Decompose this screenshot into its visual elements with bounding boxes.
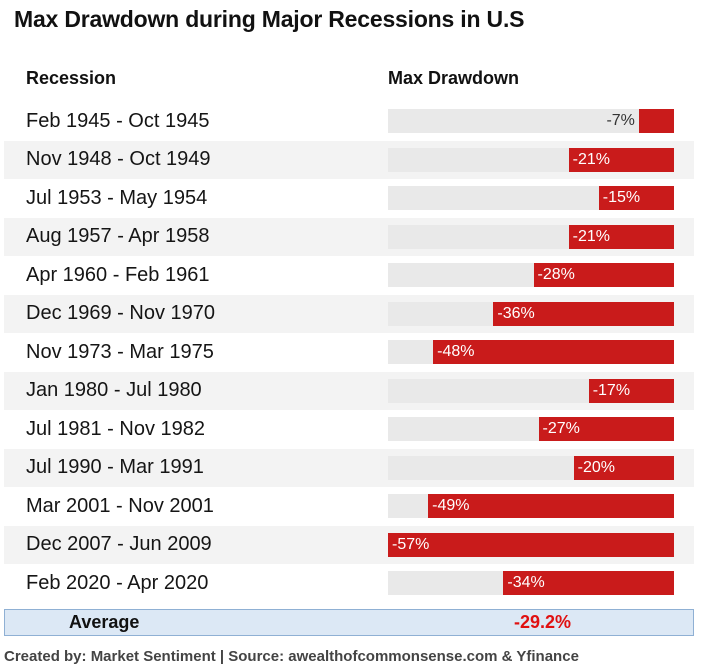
table-row: Jul 1990 - Mar 1991 -20% [4,448,694,487]
drawdown-bar [503,571,674,595]
drawdown-value-label: -15% [602,189,641,206]
recession-period-label: Feb 2020 - Apr 2020 [26,571,209,594]
recession-period-label: Jul 1981 - Nov 1982 [26,417,206,440]
recession-column-header: Recession [26,68,117,88]
drawdown-value-label: -28% [537,266,575,283]
drawdown-bar [493,301,674,326]
bar-track: -57% [388,532,674,557]
drawdown-value-label: -21% [572,150,610,168]
recession-period-label: Nov 1973 - Mar 1975 [26,340,214,363]
drawdown-value-label: -27% [542,420,580,437]
bar-track: -15% [388,186,674,210]
table-row: Dec 1969 - Nov 1970 -36% [4,294,694,333]
recession-period-label: Dec 1969 - Nov 1970 [26,302,216,325]
table-row: Dec 2007 - Jun 2009 -57% [4,525,694,564]
recession-period-label: Jul 1990 - Mar 1991 [26,456,204,479]
average-value: -29.2% [514,612,572,632]
chart-title: Max Drawdown during Major Recessions in … [14,6,525,32]
bar-track: -36% [388,301,674,326]
bar-track: -49% [388,494,674,518]
recession-period-label: Aug 1957 - Apr 1958 [26,225,210,248]
table-row: Jul 1953 - May 1954 -15% [4,179,694,218]
bar-track: -21% [388,224,674,249]
drawdown-value-label: -36% [497,304,535,322]
recession-period-label: Feb 1945 - Oct 1945 [26,109,210,132]
drawdown-value-label: -21% [572,227,610,245]
bar-track: -27% [388,417,674,441]
table-row: Jan 1980 - Jul 1980 -17% [4,371,694,410]
table-row: Feb 2020 - Apr 2020 -34% [4,564,694,603]
drawdown-bar [568,224,674,249]
average-label: Average [69,612,140,632]
drawdown-bar [433,340,674,364]
table-row: Nov 1948 - Oct 1949 -21% [4,140,694,179]
bar-track: -21% [388,147,674,172]
recession-period-label: Mar 2001 - Nov 2001 [26,494,214,517]
drawdown-bar [533,263,674,287]
bar-track: -34% [388,571,674,595]
drawdown-bar [573,455,674,480]
drawdown-bar [428,494,674,518]
drawdown-value-label: -34% [507,574,545,591]
recession-period-label: Jul 1953 - May 1954 [26,186,208,209]
table-row: Jul 1981 - Nov 1982 -27% [4,410,694,449]
table-row: Mar 2001 - Nov 2001 -49% [4,487,694,526]
recession-period-label: Dec 2007 - Jun 2009 [26,533,212,556]
drawdown-bar [588,378,674,403]
drawdown-bar [388,532,674,557]
drawdown-value-label: -57% [392,535,430,553]
drawdown-bar [538,417,674,441]
drawdown-value-label: -20% [577,458,615,476]
bar-track: -7% [388,109,674,133]
table-row: Apr 1960 - Feb 1961 -28% [4,256,694,295]
table-row: Nov 1973 - Mar 1975 -48% [4,333,694,372]
drawdown-bar [638,109,674,133]
drawdown-bar [598,186,674,210]
recession-period-label: Jan 1980 - Jul 1980 [26,379,202,402]
drawdown-column-header: Max Drawdown [388,68,520,88]
table-row: Aug 1957 - Apr 1958 -21% [4,217,694,256]
bar-track: -17% [388,378,674,403]
drawdown-value-label: -7% [606,112,635,129]
bar-track: -28% [388,263,674,287]
recession-period-label: Apr 1960 - Feb 1961 [26,263,210,286]
bar-track: -48% [388,340,674,364]
drawdown-value-label: -48% [437,343,475,360]
recession-period-label: Nov 1948 - Oct 1949 [26,148,211,171]
bar-track: -20% [388,455,674,480]
footer-credit: Created by: Market Sentiment | Source: a… [4,648,579,665]
average-row: Average -29.2% [4,609,694,636]
table-row: Feb 1945 - Oct 1945 -7% [4,102,694,141]
drawdown-value-label: -17% [592,381,631,399]
drawdown-value-label: -49% [432,497,470,514]
drawdown-bar [568,147,674,172]
